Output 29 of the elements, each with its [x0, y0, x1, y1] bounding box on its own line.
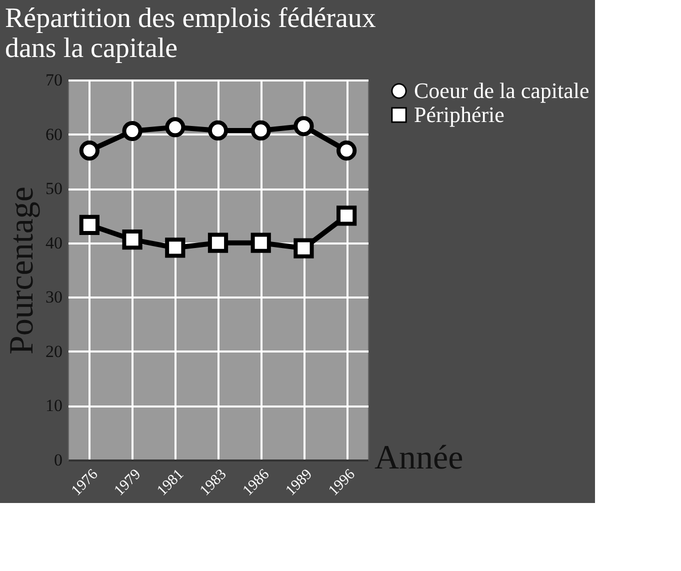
y-tick-label: 60 [46, 124, 62, 144]
point [165, 238, 186, 258]
text: Répartition des emplois fédéraux [5, 3, 376, 34]
point [294, 238, 314, 258]
y-tick-label: 40 [46, 233, 62, 252]
legend-label: Périphérie [414, 102, 504, 127]
point [208, 232, 228, 253]
point [79, 214, 100, 236]
point [294, 116, 314, 136]
point [336, 140, 357, 161]
point [336, 206, 357, 226]
y-tick-label: 20 [46, 342, 62, 361]
y-tick-label: 70 [46, 70, 62, 90]
point [250, 120, 271, 141]
text: dans la capitale [5, 33, 178, 64]
legend-label: Coeur de la capitale [414, 78, 590, 103]
x-axis-title: Année [374, 440, 464, 476]
point [208, 120, 228, 141]
y-axis-title: Pourcentage [4, 186, 40, 355]
y-tick-label: 10 [46, 396, 62, 416]
point [122, 120, 142, 142]
point [250, 232, 271, 253]
point [165, 117, 186, 138]
y-tick-label: 30 [46, 288, 62, 307]
y-tick-label: 0 [54, 450, 62, 470]
x-tick-label: 1981 [154, 466, 187, 500]
y-tick-label: 50 [46, 179, 62, 198]
point [79, 140, 100, 161]
point [122, 230, 142, 250]
